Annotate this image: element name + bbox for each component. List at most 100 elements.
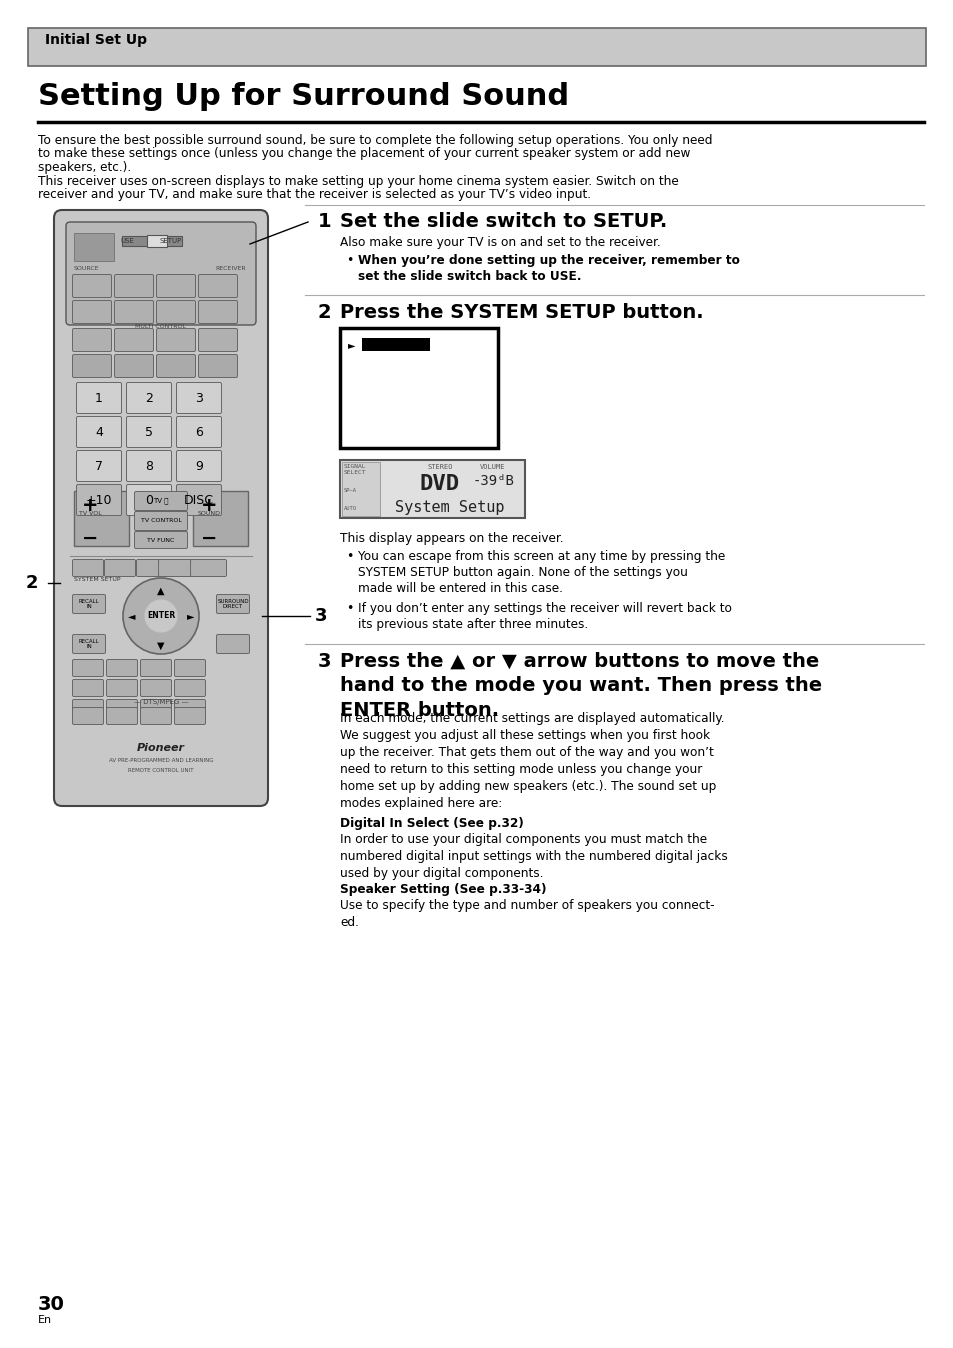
Text: RECALL
IN: RECALL IN — [78, 639, 99, 650]
Text: DISC: DISC — [184, 493, 213, 507]
FancyBboxPatch shape — [140, 708, 172, 724]
Text: RECEIVER: RECEIVER — [214, 266, 245, 271]
Text: — DTS/MPEG —: — DTS/MPEG — — [133, 700, 188, 705]
FancyBboxPatch shape — [134, 511, 188, 531]
FancyBboxPatch shape — [127, 383, 172, 414]
Text: 3: 3 — [314, 607, 327, 625]
Text: 1: 1 — [317, 212, 332, 231]
FancyBboxPatch shape — [54, 210, 268, 806]
FancyBboxPatch shape — [107, 679, 137, 697]
FancyBboxPatch shape — [72, 301, 112, 324]
FancyBboxPatch shape — [72, 659, 103, 677]
FancyBboxPatch shape — [127, 484, 172, 515]
Text: Press the SYSTEM SETUP button.: Press the SYSTEM SETUP button. — [339, 303, 703, 322]
FancyBboxPatch shape — [198, 329, 237, 352]
Text: ▲: ▲ — [157, 586, 165, 596]
FancyBboxPatch shape — [107, 700, 137, 717]
Text: SIGNAL
SELECT: SIGNAL SELECT — [344, 464, 366, 474]
Text: 7: 7 — [95, 460, 103, 473]
FancyBboxPatch shape — [107, 659, 137, 677]
FancyBboxPatch shape — [114, 355, 153, 377]
FancyBboxPatch shape — [176, 417, 221, 448]
Text: DVD: DVD — [419, 474, 459, 493]
Circle shape — [123, 578, 199, 654]
FancyBboxPatch shape — [176, 450, 221, 481]
Text: 6: 6 — [194, 426, 203, 438]
Text: 0: 0 — [145, 493, 152, 507]
FancyBboxPatch shape — [140, 700, 172, 717]
FancyBboxPatch shape — [134, 531, 188, 549]
FancyBboxPatch shape — [114, 275, 153, 298]
Text: Pioneer: Pioneer — [137, 743, 185, 754]
Text: −: − — [82, 528, 98, 549]
Text: •: • — [346, 550, 353, 563]
Text: 5: 5 — [145, 426, 152, 438]
FancyBboxPatch shape — [72, 329, 112, 352]
FancyBboxPatch shape — [198, 275, 237, 298]
Text: Also make sure your TV is on and set to the receiver.: Also make sure your TV is on and set to … — [339, 236, 659, 249]
FancyBboxPatch shape — [72, 700, 103, 717]
Text: +: + — [201, 496, 217, 515]
Text: TV FUNC: TV FUNC — [147, 538, 174, 542]
FancyBboxPatch shape — [76, 484, 121, 515]
Bar — [361, 338, 430, 350]
Text: En: En — [38, 1316, 52, 1325]
Text: ▼: ▼ — [157, 642, 165, 651]
Text: AUTO: AUTO — [344, 506, 356, 511]
Bar — [28, 28, 925, 66]
Text: TV CONTROL: TV CONTROL — [140, 519, 181, 523]
Text: REMOTE CONTROL UNIT: REMOTE CONTROL UNIT — [128, 768, 193, 772]
FancyBboxPatch shape — [174, 659, 205, 677]
FancyBboxPatch shape — [72, 635, 106, 654]
FancyBboxPatch shape — [107, 708, 137, 724]
Text: ◄: ◄ — [128, 611, 135, 621]
Text: Speaker Setting (See p.33-34): Speaker Setting (See p.33-34) — [339, 883, 546, 896]
Text: SETUP: SETUP — [160, 239, 182, 244]
Text: 3: 3 — [317, 652, 331, 671]
Text: This receiver uses on-screen displays to make setting up your home cinema system: This receiver uses on-screen displays to… — [38, 174, 678, 187]
FancyBboxPatch shape — [72, 355, 112, 377]
Text: speakers, etc.).: speakers, etc.). — [38, 160, 131, 174]
Text: AV PRE-PROGRAMMED AND LEARNING: AV PRE-PROGRAMMED AND LEARNING — [109, 758, 213, 763]
Text: 2: 2 — [317, 303, 332, 322]
Text: ►: ► — [348, 340, 355, 350]
FancyBboxPatch shape — [72, 275, 112, 298]
Text: If you don’t enter any settings the receiver will revert back to
its previous st: If you don’t enter any settings the rece… — [357, 603, 731, 631]
FancyBboxPatch shape — [158, 559, 194, 577]
Text: Press the ▲ or ▼ arrow buttons to move the
hand to the mode you want. Then press: Press the ▲ or ▼ arrow buttons to move t… — [339, 652, 821, 720]
Text: −: − — [201, 528, 217, 549]
Text: Use to specify the type and number of speakers you connect-
ed.: Use to specify the type and number of sp… — [339, 899, 714, 929]
Bar — [339, 328, 497, 448]
Text: +10: +10 — [86, 493, 112, 507]
FancyBboxPatch shape — [76, 417, 121, 448]
FancyBboxPatch shape — [174, 708, 205, 724]
FancyBboxPatch shape — [76, 383, 121, 414]
Text: receiver and your TV, and make sure that the receiver is selected as your TV’s v: receiver and your TV, and make sure that… — [38, 187, 590, 201]
FancyBboxPatch shape — [114, 329, 153, 352]
Text: 9: 9 — [194, 460, 203, 473]
FancyBboxPatch shape — [176, 484, 221, 515]
Text: In order to use your digital components you must match the
numbered digital inpu: In order to use your digital components … — [339, 833, 727, 880]
Text: To ensure the best possible surround sound, be sure to complete the following se: To ensure the best possible surround sou… — [38, 133, 712, 147]
Text: 4: 4 — [95, 426, 103, 438]
Text: When you’re done setting up the receiver, remember to
set the slide switch back : When you’re done setting up the receiver… — [357, 253, 740, 283]
FancyBboxPatch shape — [134, 492, 188, 511]
FancyBboxPatch shape — [216, 635, 250, 654]
FancyBboxPatch shape — [114, 301, 153, 324]
FancyBboxPatch shape — [127, 450, 172, 481]
FancyBboxPatch shape — [140, 659, 172, 677]
Text: SURROUND
DIRECT: SURROUND DIRECT — [217, 599, 249, 609]
FancyBboxPatch shape — [156, 275, 195, 298]
FancyBboxPatch shape — [174, 700, 205, 717]
Text: STEREO: STEREO — [427, 464, 453, 470]
FancyBboxPatch shape — [72, 708, 103, 724]
Text: Set the slide switch to SETUP.: Set the slide switch to SETUP. — [339, 212, 666, 231]
FancyBboxPatch shape — [66, 222, 255, 325]
Text: Setting Up for Surround Sound: Setting Up for Surround Sound — [38, 82, 569, 111]
FancyBboxPatch shape — [140, 679, 172, 697]
Text: •: • — [346, 253, 353, 267]
Text: Initial Set Up: Initial Set Up — [45, 32, 147, 47]
Text: This display appears on the receiver.: This display appears on the receiver. — [339, 532, 563, 545]
Text: +: + — [82, 496, 98, 515]
Circle shape — [145, 600, 177, 632]
